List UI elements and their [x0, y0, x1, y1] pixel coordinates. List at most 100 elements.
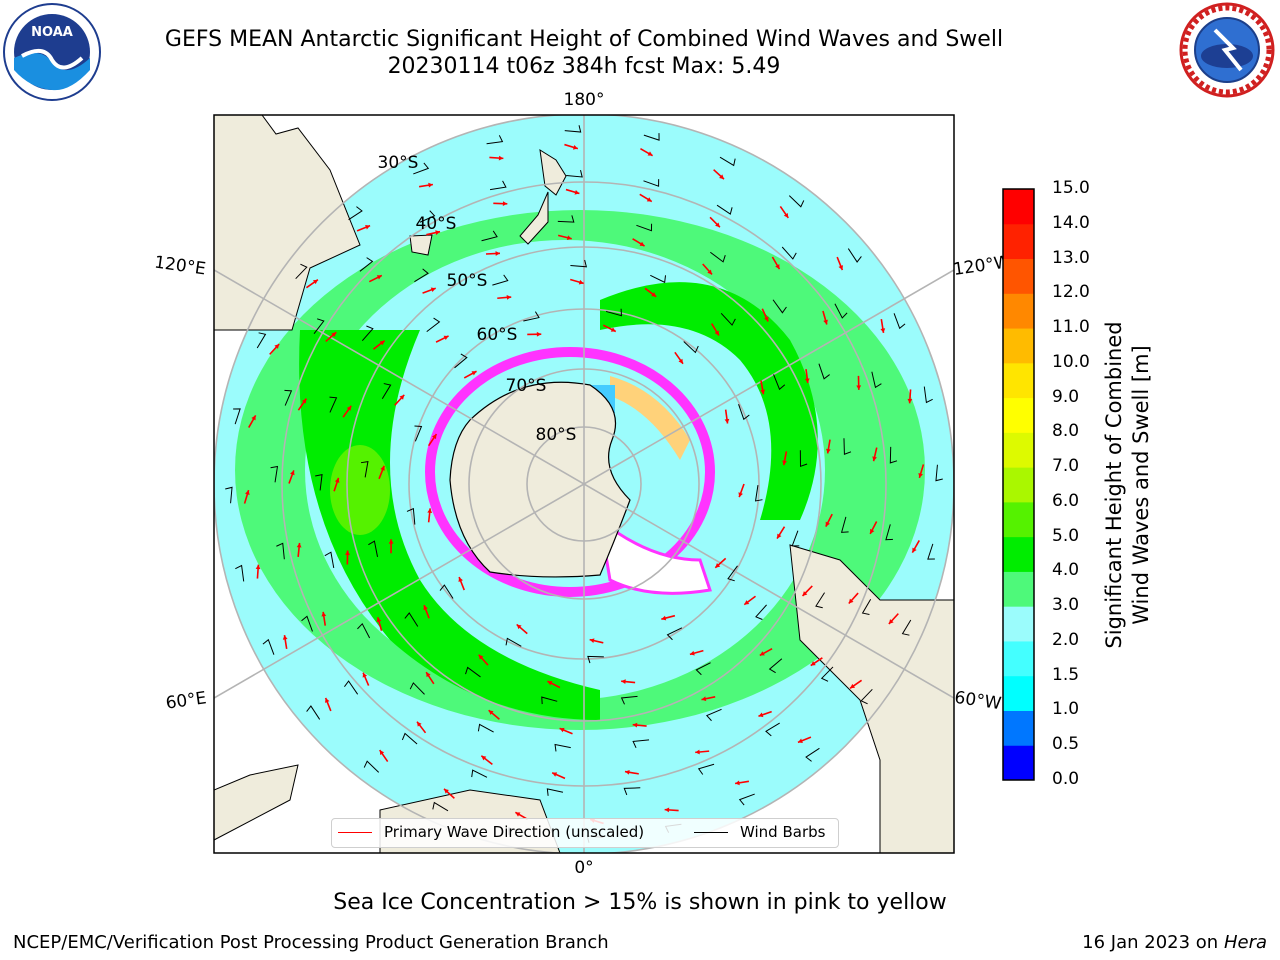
wave-arrow-head: [714, 330, 719, 336]
wind-barb: [843, 438, 852, 455]
colorbar-segment: [1003, 640, 1034, 677]
wave-arrow-head: [759, 651, 765, 656]
wind-barb: [465, 666, 481, 678]
wind-barb: [301, 615, 313, 632]
wind-barb: [666, 627, 683, 641]
map-legend: Primary Wave Direction (unscaled) Wind B…: [331, 818, 839, 848]
wind-barb: [727, 565, 738, 582]
wave-arrow-head: [365, 225, 371, 230]
wind-barb: [554, 743, 571, 752]
wave-arrow-head: [331, 332, 337, 337]
wave-arrow-head: [488, 710, 494, 715]
wind-barb: [235, 564, 245, 582]
wind-barb: [404, 612, 419, 627]
colorbar-segment: [1003, 536, 1034, 572]
wind-barb: [564, 125, 582, 133]
land-madagascar-region: [214, 764, 299, 841]
lat-label-40s: 40°S: [416, 214, 457, 234]
wind-barb: [860, 688, 873, 705]
lat-label-30s: 30°S: [378, 153, 419, 173]
wave-arrow-head: [345, 550, 350, 555]
wave-arrow-head: [632, 722, 638, 728]
colorbar-segment: [1003, 745, 1034, 781]
wave-arrow-head: [458, 577, 463, 583]
noaa-logo-text: NOAA: [31, 25, 73, 40]
wind-barb: [324, 551, 335, 569]
colorbar-tick-label: 9.0: [1052, 386, 1080, 407]
wave-arrow-head: [376, 275, 382, 280]
colorbar-segment: [1003, 571, 1034, 607]
lat-label-60s: 60°S: [477, 325, 518, 345]
wind-barb: [505, 637, 522, 647]
wind-barb: [546, 788, 564, 796]
map-title: GEFS MEAN Antarctic Significant Height o…: [164, 27, 1004, 52]
colorbar-title-line2: Wind Waves and Swell [m]: [1129, 345, 1153, 625]
wave-arrow-head: [301, 398, 307, 404]
wave-arrow-head: [624, 769, 630, 775]
lon-label-120e: 120°E: [153, 252, 207, 279]
high-wave-band-west: [299, 330, 600, 720]
wave-arrow-head: [572, 145, 578, 150]
wave-arrow-head: [880, 328, 886, 333]
colorbar-segment: [1003, 432, 1034, 468]
lon-label-180: 180°: [564, 90, 605, 110]
colorbar-segment: [1003, 223, 1034, 260]
wave-arrow-head: [255, 564, 261, 570]
wind-barb: [927, 543, 935, 560]
wave-arrow-head: [802, 591, 808, 596]
wave-arrow-head: [735, 780, 740, 786]
wind-barb: [643, 133, 660, 141]
wave-arrow-head: [574, 189, 580, 195]
wave-arrow-head: [651, 292, 657, 297]
colorbar-segment: [1003, 362, 1034, 399]
wave-arrow-head: [334, 477, 340, 483]
wave-arrow-head: [362, 672, 368, 678]
wave-arrow-head: [325, 697, 330, 703]
wind-barb: [344, 680, 359, 695]
colorbar-tick-label: 6.0: [1052, 490, 1080, 511]
wind-barb: [413, 162, 430, 175]
wind-barb: [329, 396, 338, 413]
wind-barb: [295, 263, 308, 280]
wind-barb: [492, 274, 509, 286]
wave-arrow-head: [502, 201, 508, 207]
wave-arrow-head: [826, 448, 831, 454]
wind-barb: [871, 371, 882, 389]
legend-wind-item: Wind Barbs: [694, 823, 825, 841]
wind-barb: [755, 604, 767, 620]
lat-label-50s: 50°S: [447, 271, 488, 291]
wind-barb: [270, 465, 279, 483]
colorbar-segment: [1003, 606, 1034, 642]
wave-arrow-head: [321, 611, 327, 617]
wave-arrow-head: [379, 340, 385, 346]
legend-wind-label: Wind Barbs: [740, 823, 826, 841]
wind-barb: [471, 769, 488, 778]
wave-arrow-head: [428, 182, 433, 188]
wave-arrow-head: [559, 727, 565, 733]
wind-barb: [306, 705, 321, 720]
wind-barb: [738, 403, 750, 421]
wind-barb: [772, 299, 787, 314]
map-frame: [213, 114, 955, 854]
wave-arrow-head: [760, 389, 766, 395]
wind-barb: [315, 473, 323, 491]
wind-barb: [643, 179, 660, 187]
map-area: [214, 115, 954, 853]
wave-arrow-head: [547, 681, 553, 686]
wind-barb: [262, 638, 275, 655]
lat-label-80s: 80°S: [536, 425, 577, 445]
wave-arrow-head: [435, 230, 441, 235]
wind-barb: [419, 210, 436, 223]
land-antarctica: [449, 381, 631, 578]
colorbar-title-line1: Significant Height of Combined: [1102, 321, 1126, 649]
wind-barb: [815, 592, 825, 609]
wave-arrow-head: [515, 812, 521, 817]
colorbar-tick-label: 3.0: [1052, 595, 1080, 616]
wave-arrow-head: [495, 251, 500, 256]
wind-barb: [409, 682, 425, 695]
wind-barb: [284, 389, 293, 406]
wind-barb: [791, 530, 800, 547]
wind-barb: [818, 363, 830, 380]
wave-arrow-head: [443, 335, 449, 341]
